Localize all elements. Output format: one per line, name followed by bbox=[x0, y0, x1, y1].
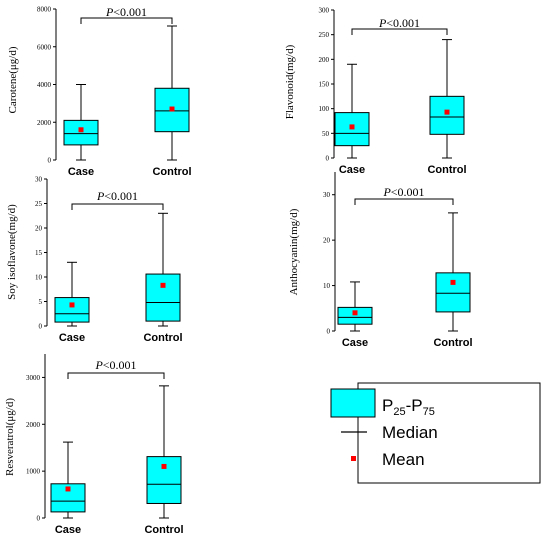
box-iqr bbox=[337, 306, 373, 325]
y-tick-label: 25 bbox=[35, 200, 43, 208]
y-tick-label: 100 bbox=[319, 105, 330, 113]
y-tick-label: 50 bbox=[322, 130, 330, 138]
y-tick-label: 8000 bbox=[37, 6, 52, 14]
legend-median-label: Median bbox=[382, 423, 438, 442]
mean-marker bbox=[444, 109, 450, 115]
y-tick-label: 2000 bbox=[37, 119, 52, 127]
mean-marker bbox=[78, 127, 84, 133]
y-tick-label: 30 bbox=[323, 191, 331, 199]
y-tick-label: 20 bbox=[35, 225, 43, 233]
legend-mean-marker bbox=[351, 456, 356, 461]
y-tick-label: 10 bbox=[35, 274, 43, 282]
legend-box-sub2: 75 bbox=[423, 406, 435, 418]
y-tick-label: 4000 bbox=[37, 81, 52, 89]
category-label: Case bbox=[342, 337, 368, 349]
y-tick-label: 150 bbox=[319, 81, 330, 89]
p-symbol: P bbox=[378, 16, 387, 30]
y-tick-label: 0 bbox=[326, 155, 330, 163]
category-label: Case bbox=[339, 164, 365, 176]
y-tick-label: 30 bbox=[35, 176, 43, 184]
legend-box-swatch bbox=[330, 388, 376, 418]
y-tick-label: 1000 bbox=[26, 468, 41, 476]
p-symbol: P bbox=[105, 5, 114, 19]
legend-box-dash: -P bbox=[406, 396, 423, 415]
p-value: <0.001 bbox=[113, 5, 147, 19]
category-label: Case bbox=[59, 332, 85, 344]
chart-panel: 0 50 100 150 200 250 300 Flavonoid(mg/d) Case Con… bbox=[284, 7, 467, 177]
p-value: <0.001 bbox=[386, 16, 420, 30]
mean-marker bbox=[160, 282, 166, 288]
p-symbol: P bbox=[94, 358, 103, 372]
y-axis-label: Carotene(μg/d) bbox=[7, 46, 19, 113]
mean-marker bbox=[65, 486, 71, 492]
y-tick-label: 2000 bbox=[26, 421, 41, 429]
p-value-label: P<0.001 bbox=[382, 185, 424, 199]
y-axis-label: Anthocyanin(mg/d) bbox=[288, 208, 300, 295]
p-value-label: P<0.001 bbox=[105, 5, 147, 19]
y-tick-label: 20 bbox=[323, 237, 331, 245]
p-value: <0.001 bbox=[104, 189, 138, 203]
y-axis-label: Soy isoflavone(mg/d) bbox=[6, 204, 18, 300]
category-label: Control bbox=[143, 332, 182, 344]
chart-panel: 0 1000 2000 3000 Resveratrol(μg/d) Case Contro… bbox=[4, 354, 184, 536]
y-tick-label: 0 bbox=[48, 157, 52, 165]
p-value: <0.001 bbox=[103, 358, 137, 372]
mean-marker bbox=[169, 106, 175, 112]
y-axis-label: Resveratrol(μg/d) bbox=[4, 398, 16, 476]
legend-frame bbox=[357, 382, 541, 484]
category-label: Control bbox=[144, 524, 183, 536]
category-label: Case bbox=[68, 166, 94, 178]
p-value: <0.001 bbox=[391, 185, 425, 199]
p-symbol: P bbox=[96, 189, 105, 203]
mean-marker bbox=[450, 279, 456, 285]
chart-panel: 0 5 10 15 20 25 30 Soy isoflavone(mg/d) Case Cont… bbox=[6, 176, 183, 345]
significance-bracket bbox=[80, 17, 173, 24]
mean-marker bbox=[352, 310, 358, 316]
significance-bracket bbox=[67, 372, 165, 379]
y-tick-label: 10 bbox=[323, 282, 331, 290]
chart-panel: 0 2000 4000 6000 8000 Carotene(μg/d) Case Contr… bbox=[7, 5, 192, 178]
y-tick-label: 0 bbox=[39, 323, 43, 331]
y-tick-label: 15 bbox=[35, 249, 43, 257]
category-label: Control bbox=[427, 164, 466, 176]
y-tick-label: 0 bbox=[37, 515, 41, 523]
box-iqr bbox=[63, 119, 99, 146]
box-iqr bbox=[429, 95, 465, 135]
legend-box-sub1: 25 bbox=[393, 406, 405, 418]
mean-marker bbox=[161, 463, 167, 469]
y-tick-label: 250 bbox=[319, 31, 330, 39]
legend-box-label: P25-P75 bbox=[382, 396, 435, 418]
y-tick-label: 0 bbox=[327, 328, 331, 336]
category-label: Control bbox=[433, 337, 472, 349]
box-iqr bbox=[146, 456, 182, 504]
category-label: Control bbox=[152, 166, 191, 178]
mean-marker bbox=[349, 124, 355, 130]
y-tick-label: 300 bbox=[319, 7, 330, 15]
p-value-label: P<0.001 bbox=[94, 358, 136, 372]
legend: P25-P75 Median Mean bbox=[330, 382, 541, 484]
chart-panel: 0 10 20 30 Anthocyanin(mg/d) Case Control P<0.0… bbox=[288, 172, 473, 349]
y-axis-label: Flavonoid(mg/d) bbox=[284, 44, 296, 119]
y-tick-label: 3000 bbox=[26, 374, 41, 382]
mean-marker bbox=[69, 302, 75, 308]
y-tick-label: 5 bbox=[39, 298, 43, 306]
p-value-label: P<0.001 bbox=[96, 189, 138, 203]
box-iqr bbox=[435, 272, 471, 313]
box-iqr bbox=[145, 273, 181, 322]
legend-box-main: P bbox=[382, 396, 393, 415]
y-tick-label: 200 bbox=[319, 56, 330, 64]
box-iqr bbox=[54, 297, 90, 323]
significance-bracket bbox=[71, 203, 164, 210]
significance-bracket bbox=[354, 198, 454, 205]
p-value-label: P<0.001 bbox=[378, 16, 420, 30]
significance-bracket bbox=[351, 28, 448, 35]
legend-mean-label: Mean bbox=[382, 450, 425, 469]
p-symbol: P bbox=[382, 185, 391, 199]
y-tick-label: 6000 bbox=[37, 43, 52, 51]
category-label: Case bbox=[55, 524, 81, 536]
